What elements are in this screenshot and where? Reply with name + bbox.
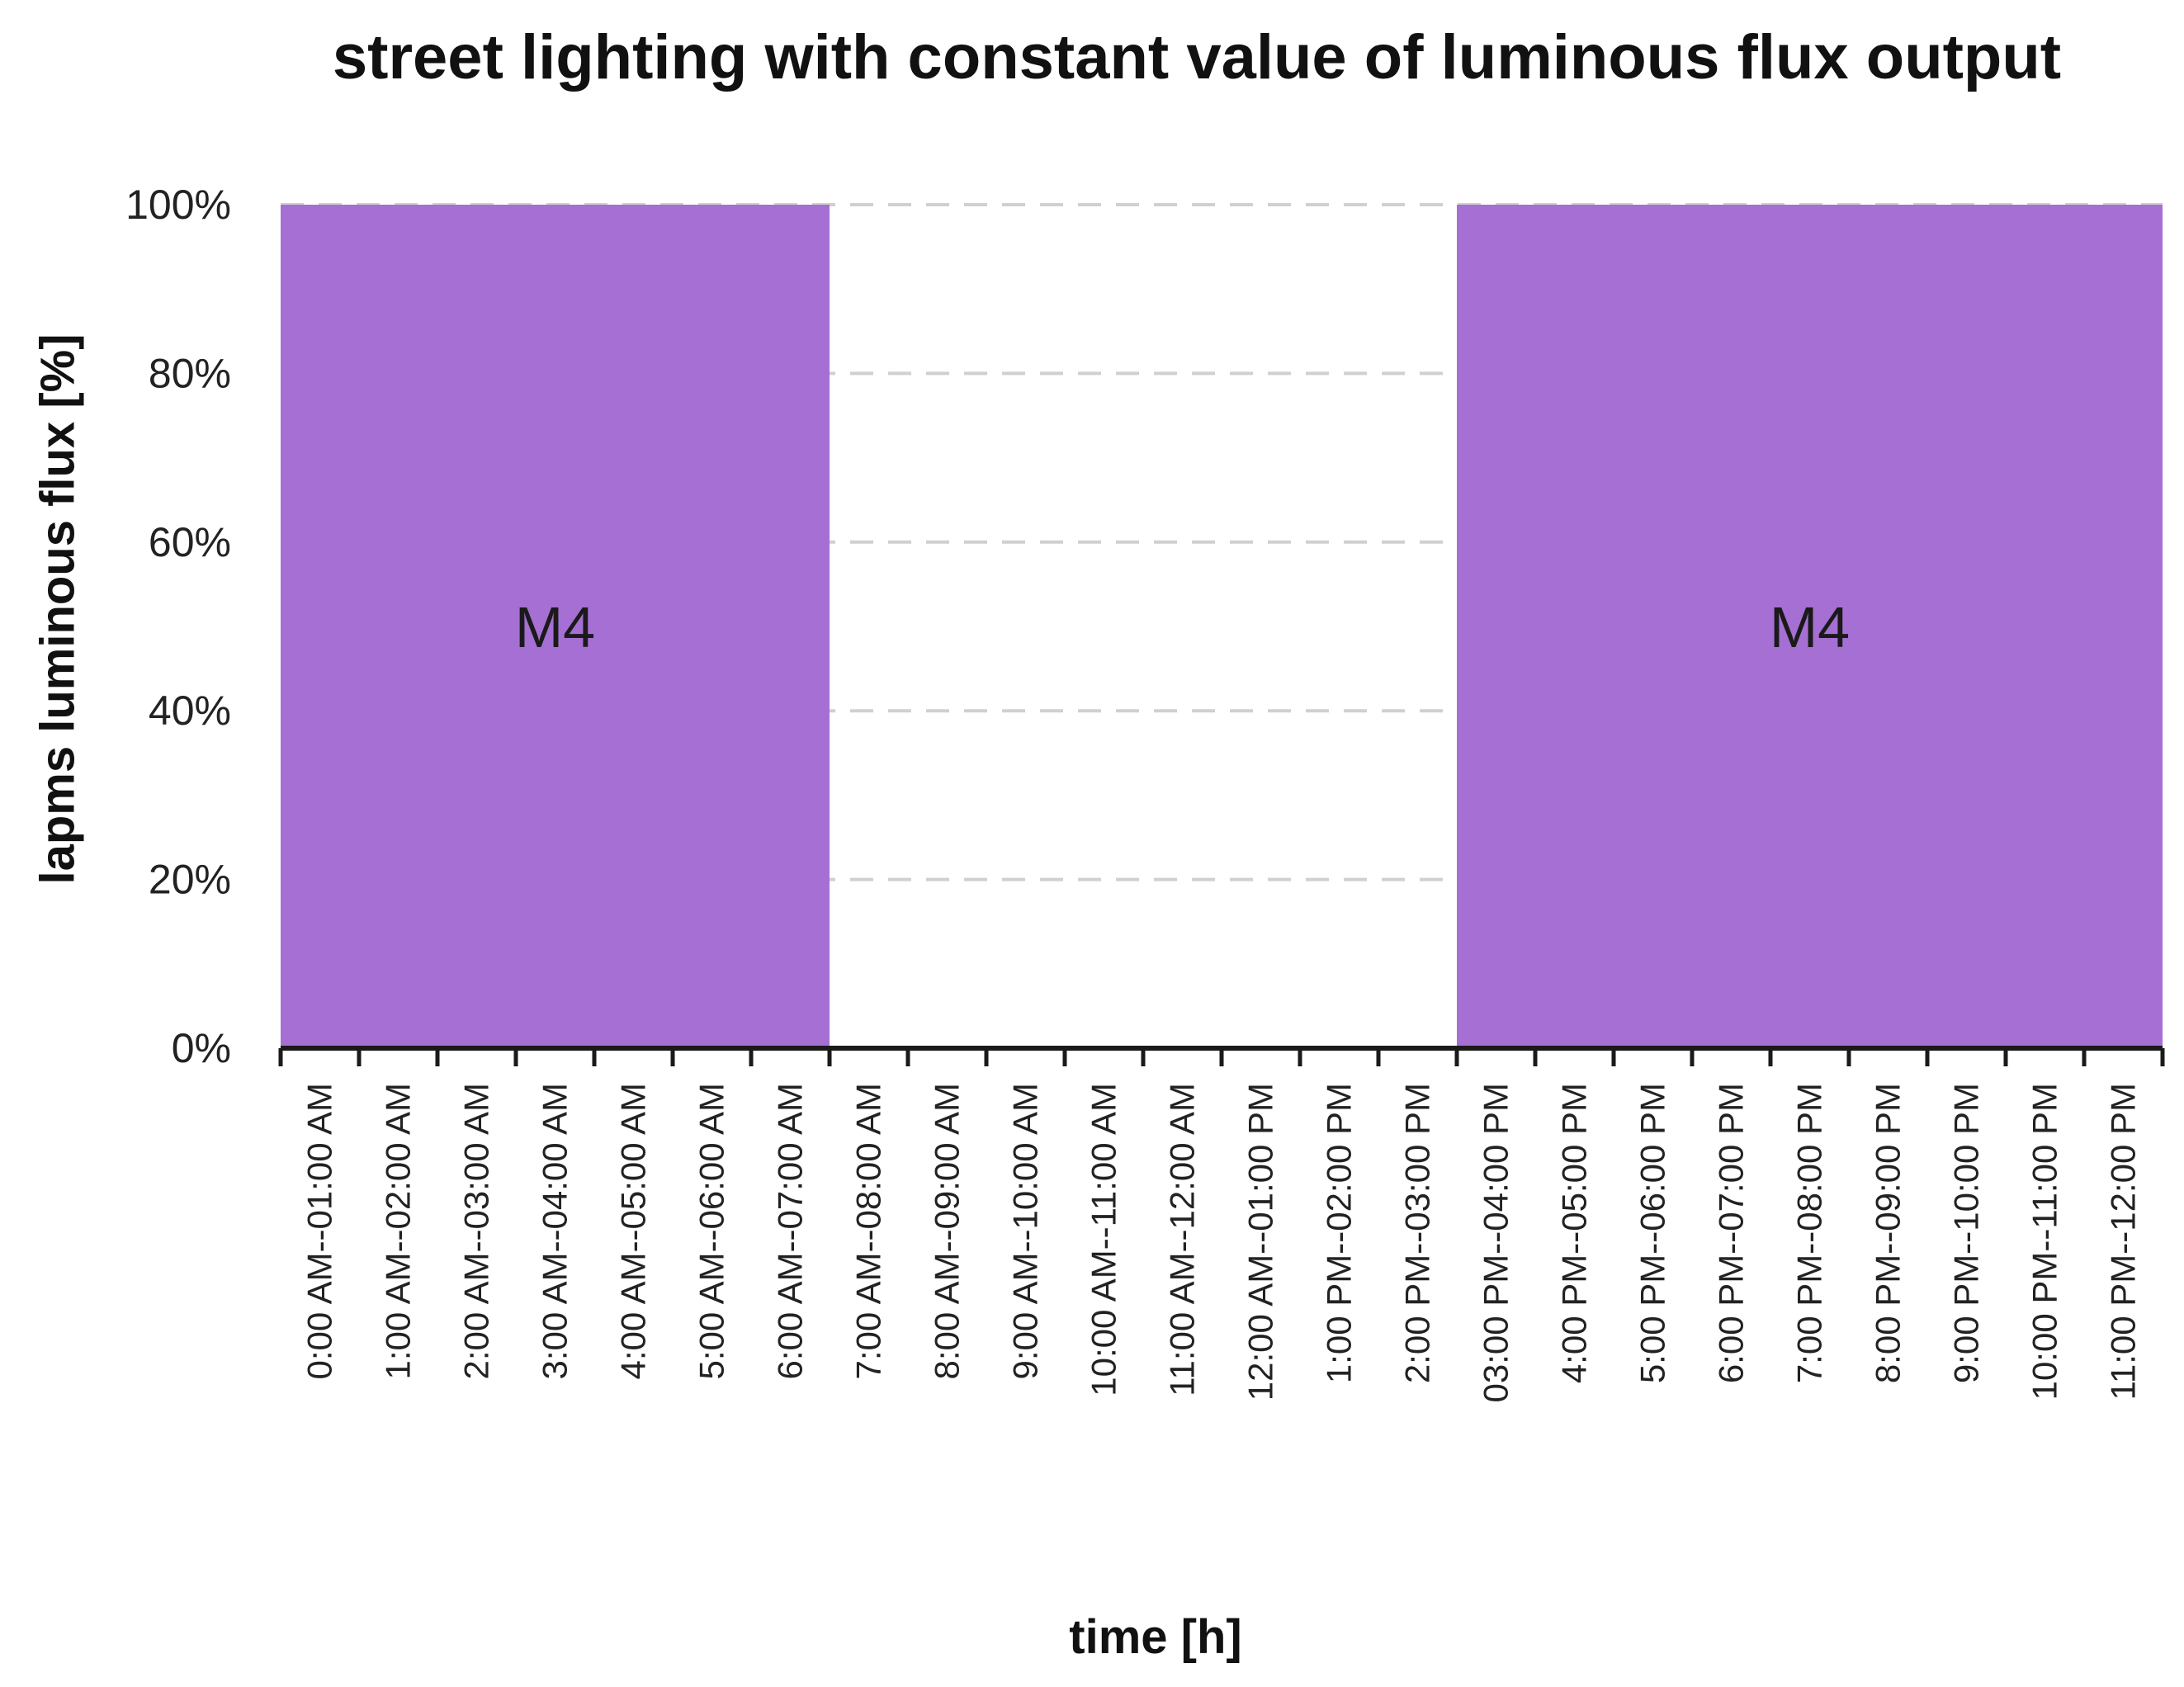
x-tick-label: 7:00 AM--08:00 AM [849, 1083, 888, 1380]
band-annotations: M4 M4 [515, 595, 1850, 659]
x-tick-label: 5:00 PM--06:00 PM [1633, 1083, 1672, 1383]
x-tick-label: 6:00 AM--07:00 AM [771, 1083, 810, 1380]
x-tick-label: 7:00 PM--08:00 PM [1790, 1083, 1829, 1383]
y-tick-label: 20% [149, 857, 231, 903]
x-tick-label: 4:00 AM--05:00 AM [614, 1083, 653, 1380]
y-tick-label: 40% [149, 688, 231, 734]
x-tick-label: 10:00 AM--11:00 AM [1085, 1083, 1123, 1396]
x-tick-label: 6:00 PM--07:00 PM [1712, 1083, 1751, 1383]
y-tick-label: 60% [149, 519, 231, 565]
x-tick-label: 2:00 AM--03:00 AM [457, 1083, 496, 1380]
x-tick-label: 03:00 PM--04:00 PM [1477, 1083, 1515, 1403]
series-area [281, 205, 2163, 1048]
x-tick-label: 9:00 PM--10:00 PM [1947, 1083, 1986, 1383]
x-tick-label: 0:00 AM--01:00 AM [300, 1083, 339, 1380]
x-tick-label: 1:00 AM--02:00 AM [379, 1083, 418, 1380]
x-tick-label: 11:00 PM--12:00 PM [2104, 1083, 2143, 1400]
x-tick-label: 1:00 PM--02:00 PM [1320, 1083, 1359, 1383]
x-tick-label: 2:00 PM--03:00 PM [1398, 1083, 1437, 1383]
y-tick-label: 0% [172, 1025, 231, 1071]
x-tick-label: 9:00 AM--10:00 AM [1006, 1083, 1045, 1380]
chart-title: street lighting with constant value of l… [332, 22, 2062, 92]
band-label: M4 [1770, 595, 1850, 659]
x-tick-label: 8:00 AM--09:00 AM [928, 1083, 967, 1380]
y-tick-label: 80% [149, 350, 231, 396]
area-band [281, 205, 830, 1048]
x-tick-label: 11:00 AM--12:00 AM [1163, 1083, 1202, 1396]
x-tick-label: 8:00 PM--09:00 PM [1869, 1083, 1907, 1383]
x-tick-labels: 0:00 AM--01:00 AM 1:00 AM--02:00 AM 2:00 A… [300, 1083, 2143, 1403]
band-label: M4 [515, 595, 595, 659]
area-band [1457, 205, 2163, 1048]
x-tick-label: 3:00 AM--04:00 AM [536, 1083, 574, 1380]
x-axis-label: time [h] [1069, 1610, 1242, 1664]
y-tick-label: 100% [125, 182, 231, 228]
axes [278, 1046, 2165, 1066]
y-tick-labels: 0% 20% 40% 60% 80% 100% [125, 182, 231, 1071]
x-tick-label: 5:00 AM--06:00 AM [693, 1083, 731, 1380]
x-tick-label: 10:00 PM--11:00 PM [2026, 1083, 2064, 1400]
x-tick-label: 4:00 PM--05:00 PM [1555, 1083, 1594, 1383]
x-tick-label: 12:00 AM--01:00 PM [1241, 1083, 1280, 1401]
